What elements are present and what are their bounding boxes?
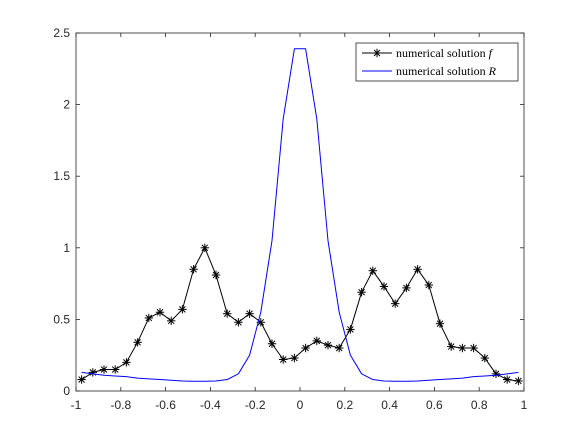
data-point (514, 376, 523, 386)
legend-marker-f (372, 48, 382, 58)
legend-label-r: numerical solution R (396, 64, 497, 78)
x-tick-label: 0 (297, 398, 304, 412)
legend-label-r-math: R (488, 64, 497, 78)
data-point (402, 283, 411, 293)
y-tick-label: 0.5 (53, 312, 70, 326)
data-point (99, 365, 109, 374)
series-line-1 (81, 48, 519, 382)
data-point (111, 365, 120, 374)
data-point (458, 343, 467, 353)
y-tick-label: 0 (63, 384, 70, 398)
legend-label-f: numerical solution f (396, 46, 494, 60)
data-point (245, 309, 254, 318)
series-line-0 (81, 247, 519, 382)
data-point (267, 339, 277, 348)
data-point (178, 305, 187, 314)
data-point (413, 265, 422, 274)
series-layer (77, 48, 523, 386)
x-tick-label: -0.4 (200, 398, 221, 412)
legend-label-r-text: numerical solution (396, 64, 489, 78)
data-point (133, 338, 142, 347)
data-point (435, 319, 445, 328)
data-point (200, 243, 209, 252)
x-tick-label: -0.8 (110, 398, 131, 412)
data-point (279, 355, 288, 364)
legend: numerical solution f numerical solution … (355, 42, 519, 82)
data-point (144, 313, 153, 323)
x-tick-label: 0.4 (381, 398, 398, 412)
plot-area (76, 33, 524, 391)
y-tick-label: 2.5 (53, 26, 70, 40)
data-point (211, 270, 221, 280)
data-point (155, 308, 165, 317)
x-tick-label: -0.2 (245, 398, 266, 412)
data-point (503, 375, 512, 384)
data-point (447, 342, 456, 351)
data-point (391, 299, 400, 308)
data-point (88, 368, 97, 377)
data-point (424, 280, 433, 290)
y-tick-label: 1.5 (53, 169, 70, 183)
data-point (346, 325, 355, 334)
data-point (491, 369, 501, 379)
legend-label-f-math: f (489, 46, 494, 60)
x-tick-label: -0.6 (155, 398, 176, 412)
data-point (77, 375, 86, 384)
data-point (189, 265, 198, 274)
y-tick-label: 1 (63, 241, 70, 255)
x-tick-label: 0.8 (471, 398, 488, 412)
x-tick-label: -1 (71, 398, 82, 412)
data-point (312, 336, 321, 346)
legend-asterisk-marker (372, 48, 382, 58)
ticks-layer: -1 -0.8 -0.6 -0.4 -0.2 0 0.2 0.4 0.6 0.8 1 0 0.5 1 1.5… (53, 26, 527, 412)
data-point (290, 353, 299, 363)
data-point (379, 282, 389, 291)
data-point (469, 343, 478, 353)
data-point (223, 309, 232, 318)
data-point (368, 266, 377, 275)
y-tick-label: 2 (63, 98, 70, 112)
data-point (335, 343, 344, 353)
x-tick-label: 0.2 (336, 398, 353, 412)
data-point (167, 316, 176, 326)
data-point (234, 318, 243, 327)
data-point (323, 340, 333, 350)
data-point (301, 343, 310, 353)
legend-label-f-text: numerical solution (396, 46, 489, 60)
x-tick-label: 1 (521, 398, 528, 412)
x-tick-label: 0.6 (426, 398, 443, 412)
data-point (122, 358, 131, 367)
legend-box (355, 42, 519, 82)
data-point (480, 353, 489, 363)
data-point (357, 287, 366, 297)
